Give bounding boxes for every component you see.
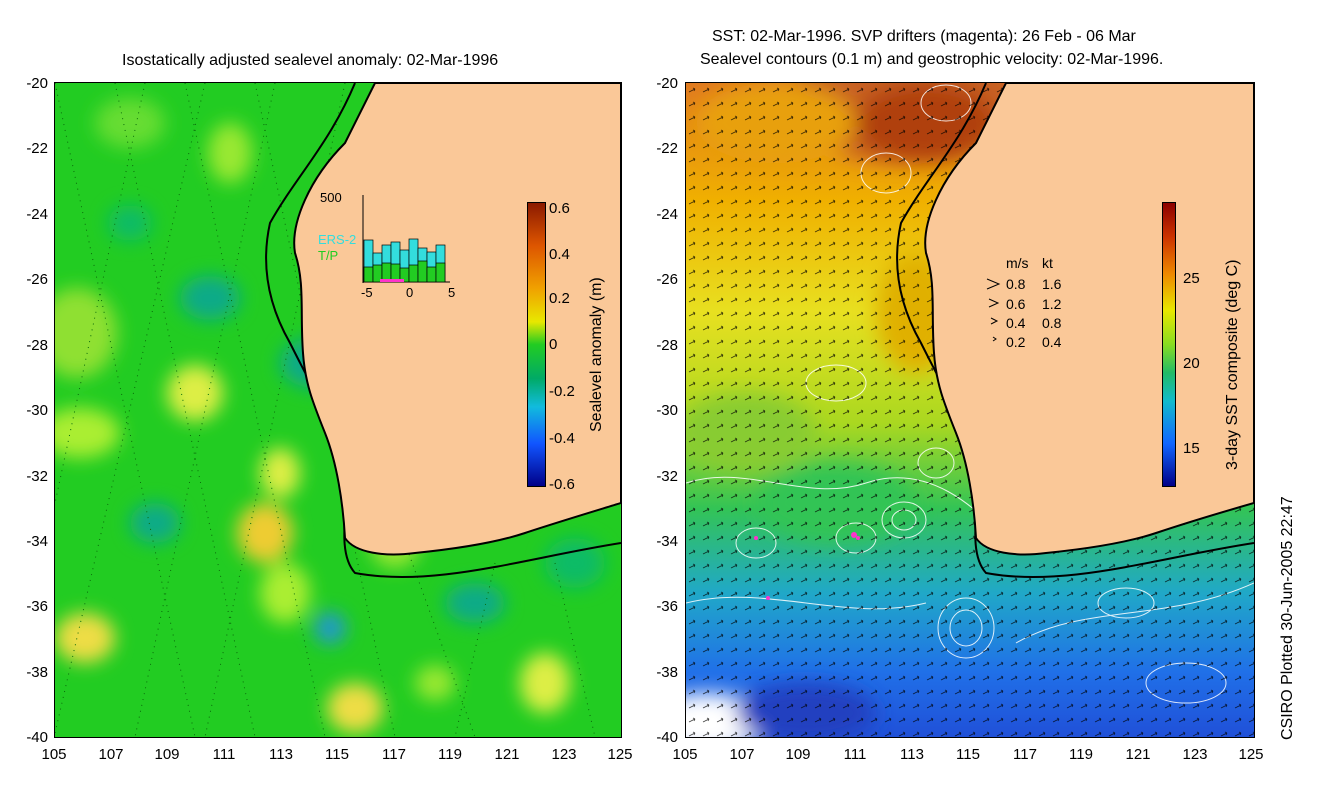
y-tick: -40 [656,729,678,746]
x-tick: 107 [98,746,124,763]
left-map[interactable] [54,82,622,738]
inset-xtick: -5 [361,285,373,300]
y-tick: -26 [656,271,678,288]
x-tick: 117 [382,746,406,763]
legend-row-ms: 0.8 [1006,276,1026,292]
colorbar-tick: 0.6 [549,200,570,217]
x-tick: 125 [607,746,633,763]
legend-row-ms: 0.2 [1006,334,1026,350]
colorbar-tick: -0.2 [549,383,575,400]
y-tick: -28 [656,337,678,354]
legend-arrows [986,278,1001,342]
colorbar-tick: 0.4 [549,246,570,263]
x-tick: 111 [212,746,236,763]
x-tick: 117 [1013,746,1037,763]
y-tick: -40 [26,729,48,746]
legend-header-kt: kt [1042,255,1053,271]
sla-colorbar [527,202,546,487]
x-tick: 119 [438,746,462,763]
x-tick: 113 [900,746,924,763]
sst-colorbar [1162,202,1176,487]
y-tick: -28 [26,337,48,354]
x-tick: 105 [41,746,67,763]
y-tick: -24 [656,206,678,223]
x-tick: 123 [551,746,577,763]
svp-drifters [754,532,860,600]
velocity-legend: m/s kt 0.8 1.6 0.6 1.2 0.4 0.8 0.2 0.4 [985,255,1085,350]
x-tick: 121 [494,746,520,763]
australia-land [924,83,1254,556]
y-tick: -38 [656,664,678,681]
y-tick: -30 [26,402,48,419]
colorbar-tick: 0 [549,336,558,353]
x-tick: 115 [325,746,349,763]
inset-xtick: 5 [448,285,456,300]
right-map-title-line2: Sealevel contours (0.1 m) and geostrophi… [700,51,1164,68]
sst-colorbar-label: 3-day SST composite (deg C) [1224,259,1241,470]
y-tick: -24 [26,206,48,223]
legend-row-ms: 0.4 [1006,315,1026,331]
x-tick: 105 [672,746,698,763]
plot-credit: CSIRO Plotted 30-Jun-2005 22:47 [1279,496,1296,740]
right-map-title-line1: SST: 02-Mar-1996. SVP drifters (magenta)… [712,28,1136,45]
x-tick: 109 [785,746,811,763]
colorbar-tick: 25 [1183,270,1200,287]
x-tick: 115 [956,746,980,763]
y-tick: -36 [26,598,48,615]
x-tick: 119 [1069,746,1093,763]
y-tick: -34 [26,533,48,550]
inset-bars [362,195,450,283]
legend-row-kt: 0.8 [1042,315,1062,331]
y-tick: -20 [656,75,678,92]
x-tick: 123 [1182,746,1208,763]
legend-row-ms: 0.6 [1006,296,1026,312]
legend-row-kt: 1.2 [1042,296,1062,312]
inset-legend-ers2: ERS-2 [318,232,357,247]
x-tick: 125 [1238,746,1264,763]
x-tick: 107 [729,746,755,763]
y-tick: -32 [656,468,678,485]
y-tick: -22 [26,140,48,157]
y-tick: -34 [656,533,678,550]
inset-legend-tp: T/P [318,248,339,263]
colorbar-tick: -0.4 [549,430,575,447]
y-tick: -26 [26,271,48,288]
colorbar-tick: 0.2 [549,290,570,307]
y-tick: -30 [656,402,678,419]
y-tick: -38 [26,664,48,681]
colorbar-tick: -0.6 [549,476,575,493]
y-tick: -36 [656,598,678,615]
legend-row-kt: 1.6 [1042,276,1062,292]
x-tick: 121 [1125,746,1151,763]
sla-colorbar-label: Sealevel anomaly (m) [588,277,605,432]
y-tick: -20 [26,75,48,92]
colorbar-tick: 15 [1183,440,1200,457]
left-map-canvas [55,83,621,737]
x-tick: 109 [154,746,180,763]
y-tick: -32 [26,468,48,485]
legend-row-kt: 0.4 [1042,334,1062,350]
y-tick: -22 [656,140,678,157]
x-tick: 111 [843,746,867,763]
inset-ymax-label: 500 [320,190,342,205]
left-map-title: Isostatically adjusted sealevel anomaly:… [122,52,499,69]
colorbar-tick: 20 [1183,355,1200,372]
legend-header-ms: m/s [1006,255,1029,271]
x-tick: 113 [269,746,293,763]
inset-xtick: 0 [406,285,414,300]
coverage-inset: 500 ERS-2 T/P -5 0 5 [318,190,468,305]
